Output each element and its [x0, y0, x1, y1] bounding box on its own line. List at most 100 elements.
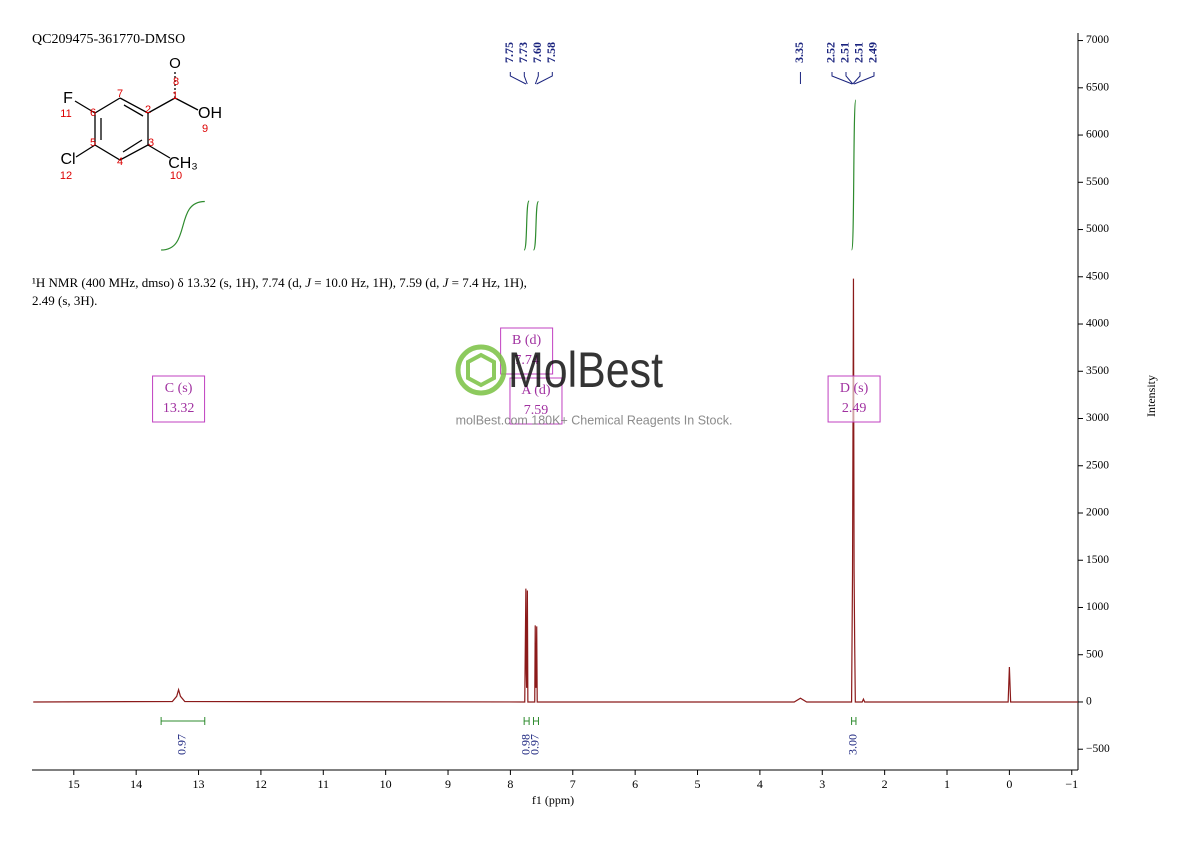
y-tick-label: 2500	[1086, 459, 1109, 471]
y-tick-label: −500	[1086, 743, 1110, 755]
x-tick-label: 5	[695, 777, 701, 791]
multiplet-name: B (d)	[512, 333, 542, 348]
x-tick-label: 8	[507, 777, 513, 791]
description-part: 2.49 (s, 3H).	[32, 293, 97, 308]
atom-number: 10	[170, 170, 182, 182]
x-tick-label: −1	[1065, 777, 1078, 791]
atom-number: 2	[145, 104, 151, 116]
watermark-brand: MolBest	[508, 342, 663, 398]
peak-label: 7.73	[516, 42, 530, 63]
peak-label: 2.52	[824, 42, 838, 63]
x-tick-label: 15	[68, 777, 80, 791]
integral-label: 3.00	[846, 734, 860, 755]
chart-title: QC209475-361770-DMSO	[32, 32, 185, 47]
integral-label: 0.97	[528, 734, 542, 755]
y-tick-label: 2000	[1086, 507, 1109, 519]
x-tick-label: 6	[632, 777, 638, 791]
y-tick-label: 1000	[1086, 601, 1109, 613]
integral-curve	[161, 200, 205, 251]
atom-number: 3	[148, 137, 154, 149]
multiplet-box	[500, 327, 554, 375]
atom-number: 9	[202, 123, 208, 135]
peak-connector	[831, 72, 853, 85]
atom-number: 6	[90, 107, 96, 119]
integral-label: 0.98	[518, 734, 532, 755]
y-tick-label: 5500	[1086, 176, 1109, 188]
description-part: ¹H NMR (400 MHz, dmso) δ 13.32 (s, 1H), …	[32, 275, 305, 290]
atom-number: 1	[172, 90, 178, 102]
x-tick-label: 13	[193, 777, 205, 791]
description-part: = 10.0 Hz, 1H), 7.59 (d,	[311, 275, 443, 290]
multiplet-name: D (s)	[840, 381, 869, 396]
x-tick-label: 2	[882, 777, 888, 791]
description-part: = 7.4 Hz, 1H),	[448, 275, 526, 290]
x-tick-label: 12	[255, 777, 267, 791]
plot: 15 14 13 12 11 10 9 8 7 6 5 4 3 2 1 0 −17000650060005500…	[32, 33, 1110, 791]
description-part: J	[443, 275, 450, 290]
watermark-icon	[455, 344, 507, 396]
multiplet-name: A (d)	[521, 383, 551, 398]
y-tick-label: 1500	[1086, 554, 1109, 566]
peak-label: 7.60	[530, 42, 544, 63]
peak-label: 7.58	[544, 42, 558, 63]
atom-label: F	[63, 90, 73, 107]
watermark: MolBest molBest.com 180K+ Chemical Reage…	[455, 342, 733, 427]
peak-connector	[852, 72, 861, 85]
integral-label: 0.97	[175, 734, 189, 755]
x-axis-label: f1 (ppm)	[532, 793, 574, 807]
y-tick-label: 6500	[1086, 81, 1109, 93]
integral-curve	[532, 200, 540, 251]
atom-label: OH	[198, 105, 222, 122]
atom-number: 12	[60, 170, 72, 182]
y-tick-label: 6000	[1086, 129, 1109, 141]
peak-label: 2.51	[838, 42, 852, 63]
y-tick-label: 3000	[1086, 412, 1109, 424]
structure-bonds	[74, 70, 199, 161]
x-tick-label: 1	[944, 777, 950, 791]
x-tick-label: 11	[318, 777, 330, 791]
peak-connector	[536, 72, 553, 85]
y-tick-label: 4000	[1086, 318, 1109, 330]
y-tick-label: 500	[1086, 648, 1104, 660]
atom-number: 4	[117, 156, 123, 168]
multiplet-shift: 7.59	[524, 403, 549, 418]
multiplet-shift: 2.49	[842, 401, 867, 416]
peak-connector	[845, 72, 854, 85]
peak-label: 2.49	[866, 42, 880, 63]
x-tick-label: 10	[380, 777, 392, 791]
x-tick-label: 0	[1006, 777, 1012, 791]
watermark-slogan: molBest.com 180K+ Chemical Reagents In S…	[456, 413, 733, 427]
x-tick-label: 9	[445, 777, 451, 791]
peak-connector	[509, 72, 527, 85]
multiplet-box	[509, 377, 563, 425]
integral-curve	[523, 200, 530, 251]
peak-label: 3.35	[792, 42, 806, 63]
multiplet-box	[827, 375, 881, 423]
x-tick-label: 14	[130, 777, 142, 791]
atom-number: 5	[90, 137, 96, 149]
multiplet-shift: 7.74	[514, 353, 539, 368]
x-tick-label: 3	[819, 777, 825, 791]
peak-label: 2.51	[852, 42, 866, 63]
y-tick-label: 0	[1086, 696, 1092, 708]
y-axis-label: Intensity	[1144, 375, 1158, 417]
peak-connector	[523, 72, 528, 85]
y-tick-label: 5000	[1086, 223, 1109, 235]
atom-number: 7	[117, 88, 123, 100]
peak-connector	[534, 72, 539, 85]
multiplet-name: C (s)	[165, 381, 193, 396]
peak-connector	[853, 72, 875, 85]
peak-label: 7.75	[502, 42, 516, 63]
description-part: J	[305, 275, 312, 290]
x-tick-label: 4	[757, 777, 763, 791]
description: ¹H NMR (400 MHz, dmso) δ 13.32 (s, 1H), …	[32, 275, 527, 308]
y-tick-label: 7000	[1086, 34, 1109, 46]
watermark-icon	[466, 352, 496, 388]
multiplet-shift: 13.32	[163, 401, 195, 416]
y-tick-label: 3500	[1086, 365, 1109, 377]
atom-label: O	[169, 55, 181, 72]
spectrum-line	[33, 278, 1078, 703]
x-tick-label: 7	[570, 777, 576, 791]
